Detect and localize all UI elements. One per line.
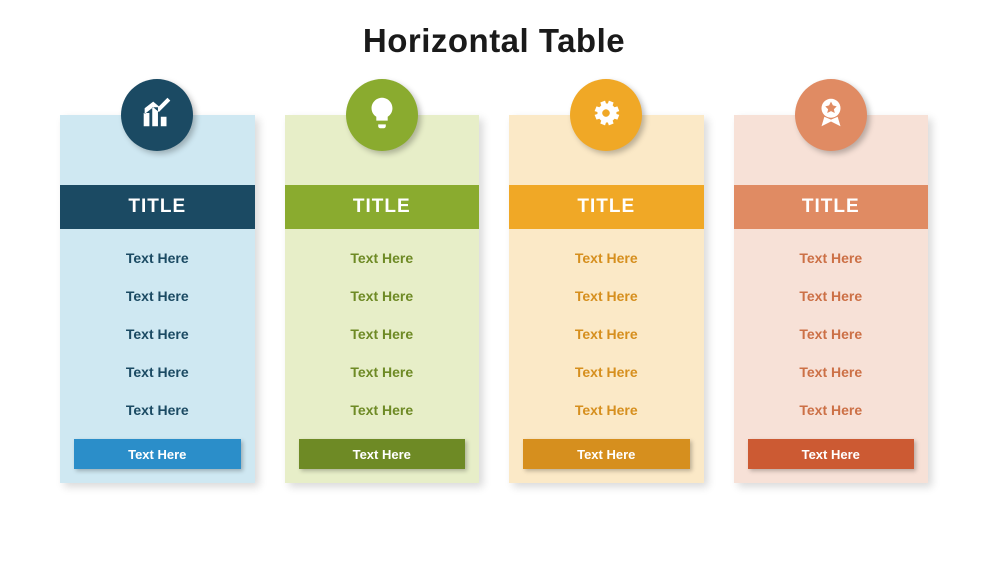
card-title: TITLE bbox=[128, 196, 186, 218]
footer-button[interactable]: Text Here bbox=[523, 439, 690, 469]
list-item: Text Here bbox=[60, 391, 255, 429]
list-item: Text Here bbox=[509, 239, 704, 277]
list-item: Text Here bbox=[734, 353, 929, 391]
card-items: Text Here Text Here Text Here Text Here … bbox=[285, 229, 480, 439]
card-items: Text Here Text Here Text Here Text Here … bbox=[734, 229, 929, 439]
footer-button-label: Text Here bbox=[802, 447, 860, 462]
card-top bbox=[509, 115, 704, 185]
list-item: Text Here bbox=[60, 277, 255, 315]
title-band: TITLE bbox=[285, 185, 480, 229]
card-items: Text Here Text Here Text Here Text Here … bbox=[60, 229, 255, 439]
gear-user-icon bbox=[587, 94, 625, 137]
list-item: Text Here bbox=[509, 391, 704, 429]
card-title: TITLE bbox=[353, 196, 411, 218]
list-item: Text Here bbox=[60, 353, 255, 391]
card-title: TITLE bbox=[802, 196, 860, 218]
title-band: TITLE bbox=[60, 185, 255, 229]
ribbon-star-icon bbox=[812, 94, 850, 137]
list-item: Text Here bbox=[60, 315, 255, 353]
list-item: Text Here bbox=[285, 353, 480, 391]
footer-button-label: Text Here bbox=[353, 447, 411, 462]
page-title: Horizontal Table bbox=[0, 22, 988, 60]
card-1: TITLE Text Here Text Here Text Here Text… bbox=[285, 115, 480, 483]
list-item: Text Here bbox=[285, 239, 480, 277]
footer-wrap: Text Here bbox=[509, 439, 704, 483]
list-item: Text Here bbox=[509, 277, 704, 315]
title-band: TITLE bbox=[734, 185, 929, 229]
footer-wrap: Text Here bbox=[60, 439, 255, 483]
list-item: Text Here bbox=[60, 239, 255, 277]
footer-wrap: Text Here bbox=[734, 439, 929, 483]
card-0: TITLE Text Here Text Here Text Here Text… bbox=[60, 115, 255, 483]
footer-button-label: Text Here bbox=[577, 447, 635, 462]
list-item: Text Here bbox=[285, 391, 480, 429]
list-item: Text Here bbox=[734, 315, 929, 353]
icon-circle bbox=[346, 79, 418, 151]
icon-circle bbox=[795, 79, 867, 151]
list-item: Text Here bbox=[509, 315, 704, 353]
bar-chart-arrow-icon bbox=[138, 94, 176, 137]
footer-button[interactable]: Text Here bbox=[299, 439, 466, 469]
list-item: Text Here bbox=[509, 353, 704, 391]
list-item: Text Here bbox=[285, 277, 480, 315]
card-3: TITLE Text Here Text Here Text Here Text… bbox=[734, 115, 929, 483]
footer-wrap: Text Here bbox=[285, 439, 480, 483]
footer-button-label: Text Here bbox=[128, 447, 186, 462]
list-item: Text Here bbox=[285, 315, 480, 353]
cards-row: TITLE Text Here Text Here Text Here Text… bbox=[0, 115, 988, 483]
card-2: TITLE Text Here Text Here Text Here Text… bbox=[509, 115, 704, 483]
title-band: TITLE bbox=[509, 185, 704, 229]
list-item: Text Here bbox=[734, 239, 929, 277]
card-top bbox=[734, 115, 929, 185]
list-item: Text Here bbox=[734, 391, 929, 429]
icon-circle bbox=[121, 79, 193, 151]
icon-circle bbox=[570, 79, 642, 151]
footer-button[interactable]: Text Here bbox=[74, 439, 241, 469]
lightbulb-icon bbox=[363, 94, 401, 137]
card-top bbox=[60, 115, 255, 185]
footer-button[interactable]: Text Here bbox=[748, 439, 915, 469]
card-title: TITLE bbox=[577, 196, 635, 218]
list-item: Text Here bbox=[734, 277, 929, 315]
card-top bbox=[285, 115, 480, 185]
card-items: Text Here Text Here Text Here Text Here … bbox=[509, 229, 704, 439]
